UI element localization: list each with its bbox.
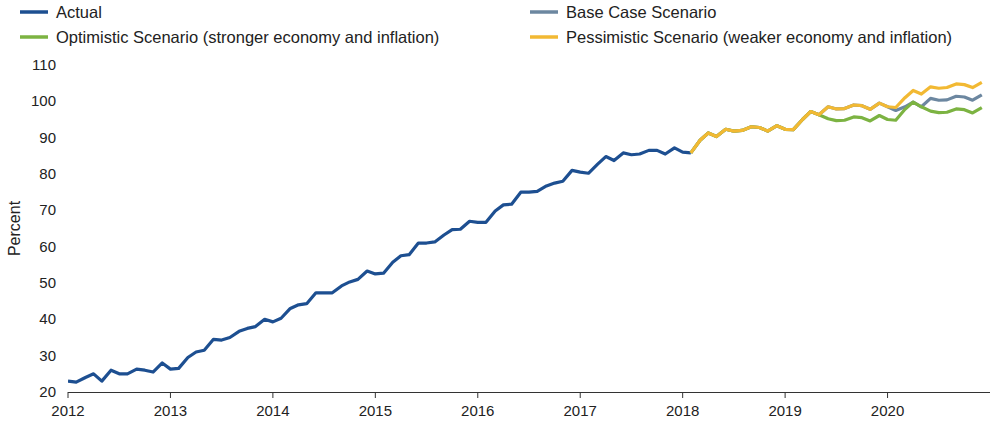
y-tick-label: 90 (39, 129, 56, 146)
x-tick-label: 2015 (359, 402, 392, 419)
legend-swatch (530, 35, 558, 39)
legend-label: Pessimistic Scenario (weaker economy and… (566, 28, 952, 46)
x-tick (887, 392, 888, 398)
y-tick-label: 30 (39, 347, 56, 364)
x-tick-label: 2017 (564, 402, 597, 419)
series-line (691, 95, 982, 153)
x-tick-label: 2016 (461, 402, 494, 419)
x-tick-label: 2012 (51, 402, 84, 419)
x-tick (785, 392, 786, 398)
y-tick-label: 100 (31, 92, 56, 109)
y-axis-label: Percent (6, 200, 23, 256)
x-tick (170, 392, 171, 398)
x-tick (477, 392, 478, 398)
x-tick (375, 392, 376, 398)
legend-label: Base Case Scenario (566, 3, 716, 21)
x-axis-line (68, 392, 990, 393)
series-line (68, 148, 691, 382)
legend-swatch (530, 10, 558, 14)
plot-lines (68, 82, 982, 382)
legend-swatch (20, 10, 48, 14)
legend-swatch (20, 35, 48, 39)
x-tick (580, 392, 581, 398)
x-tick-label: 2013 (154, 402, 187, 419)
y-tick-label: 50 (39, 274, 56, 291)
chart: 20 30 40 50 60 70 80 90 100 110 Percent 2012 2013 201… (0, 0, 1000, 440)
y-tick-label: 40 (39, 310, 56, 327)
y-tick-label: 60 (39, 238, 56, 255)
x-tick-label: 2020 (871, 402, 904, 419)
y-tick-label: 80 (39, 165, 56, 182)
x-tick-label: 2014 (256, 402, 289, 419)
x-tick (272, 392, 273, 398)
y-tick-label: 70 (39, 201, 56, 218)
series-line (691, 82, 982, 152)
x-tick-label: 2018 (666, 402, 699, 419)
x-tick-label: 2019 (768, 402, 801, 419)
y-tick-label: 110 (32, 56, 56, 73)
y-tick-label: 20 (39, 383, 56, 400)
legend-label: Optimistic Scenario (stronger economy an… (56, 28, 439, 46)
x-tick (68, 392, 69, 398)
x-tick (682, 392, 683, 398)
legend-label: Actual (56, 3, 102, 21)
